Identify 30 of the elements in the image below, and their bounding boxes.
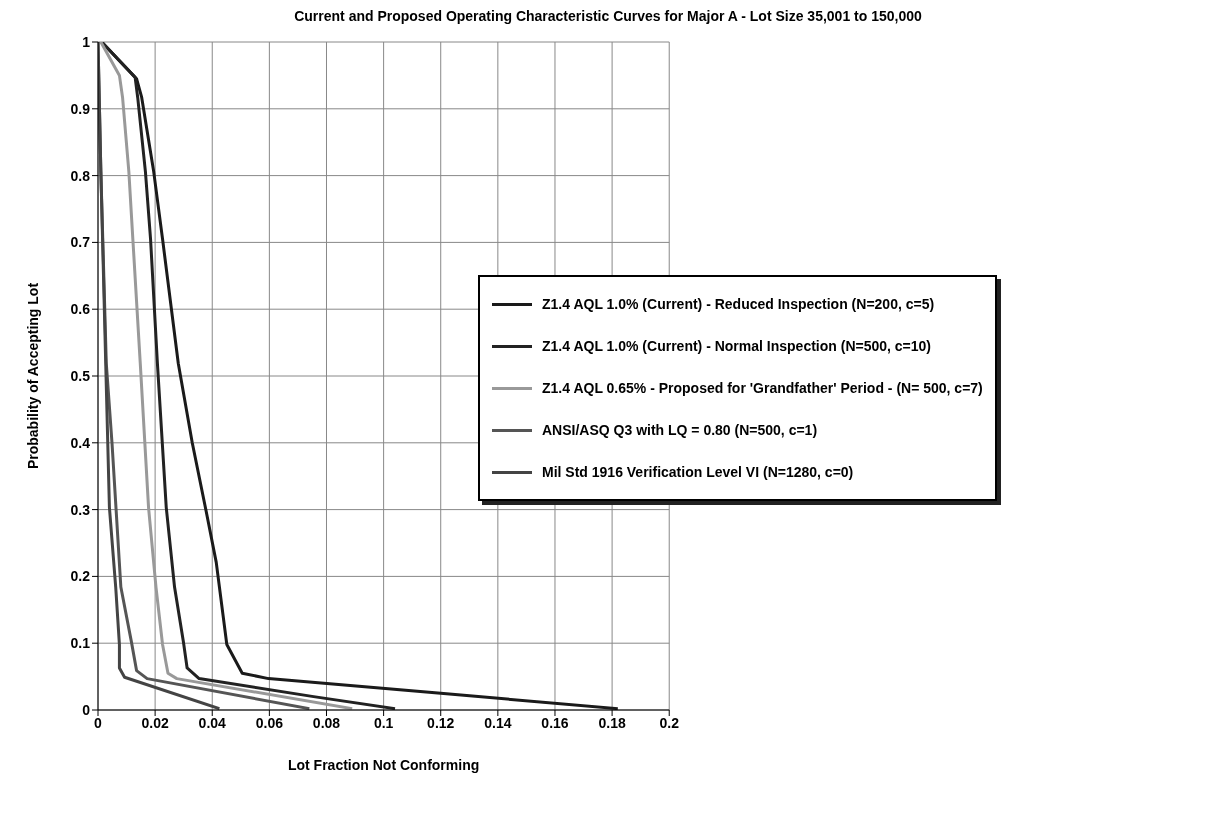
x-tick-label: 0.16 (541, 714, 569, 731)
y-tick-label: 0.7 (70, 234, 91, 251)
x-tick-label: 0.02 (141, 714, 169, 731)
legend-label: Mil Std 1916 Verification Level VI (N=1280, c=0) (542, 464, 854, 480)
x-tick-label: 0.14 (484, 714, 512, 731)
legend-label: ANSI/ASQ Q3 with LQ = 0.80 (N=500, c=1) (542, 422, 818, 438)
y-tick-label: 0.3 (70, 501, 91, 518)
x-tick-label: 0.1 (373, 714, 394, 731)
x-tick-label: 0.18 (598, 714, 626, 731)
x-tick-label: 0 (94, 714, 103, 731)
y-tick-label: 0.9 (70, 100, 91, 117)
x-tick-label: 0.08 (312, 714, 341, 731)
y-tick-label: 0.8 (70, 167, 91, 184)
chart-title: Current and Proposed Operating Characteristic Curves for Major A - Lot Size 35,001 to 150,000 (293, 8, 923, 26)
y-tick-label: 0.1 (70, 635, 91, 652)
x-tick-label: 0.12 (427, 714, 455, 731)
y-tick-label: 0.2 (70, 568, 91, 585)
y-tick-label: 0.6 (70, 301, 91, 318)
y-axis-title: Probability of Accepting Lot (24, 282, 41, 470)
x-tick-label: 0.06 (255, 714, 284, 731)
y-tick-label: 0.4 (70, 434, 91, 451)
y-tick-label: 0 (82, 701, 91, 718)
x-tick-label: 0.04 (198, 714, 227, 731)
legend-label: Z1.4 AQL 1.0% (Current) - Normal Inspection (N=500, c=10) (542, 338, 931, 354)
y-tick-label: 0.5 (70, 367, 91, 384)
legend-label: Z1.4 AQL 0.65% - Proposed for 'Grandfather' Period - (N= 500, c=7) (542, 380, 983, 396)
y-tick-label: 1 (82, 33, 91, 50)
x-axis-title: Lot Fraction Not Conforming (287, 757, 480, 773)
legend-label: Z1.4 AQL 1.0% (Current) - Reduced Inspection (N=200, c=5) (542, 296, 935, 312)
x-tick-label: 0.2 (659, 714, 680, 731)
